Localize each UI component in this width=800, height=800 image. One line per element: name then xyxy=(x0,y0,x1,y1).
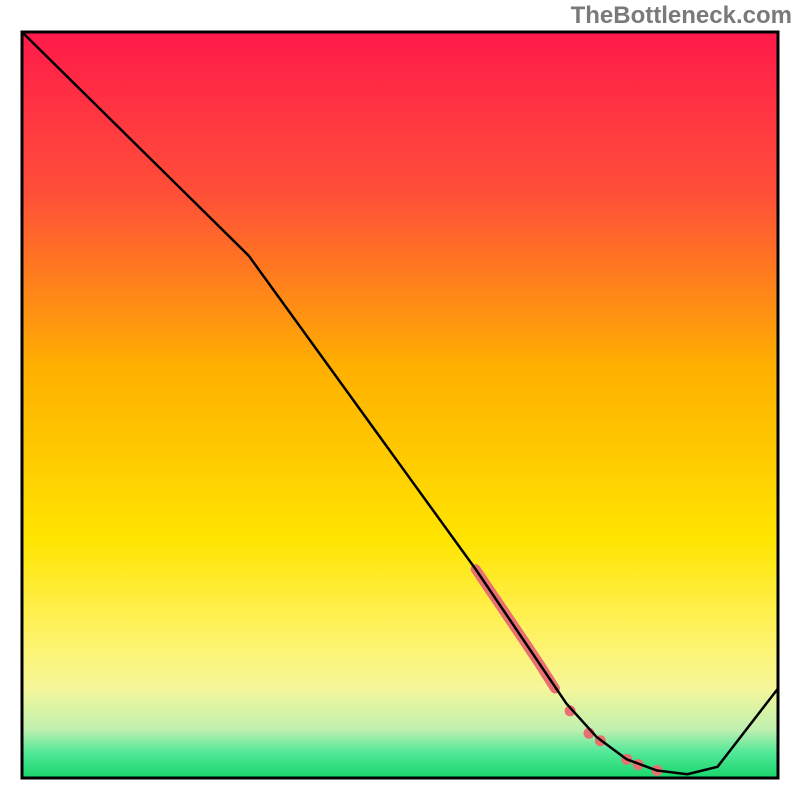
chart-container: TheBottleneck.com xyxy=(0,0,800,800)
watermark-text: TheBottleneck.com xyxy=(571,2,792,30)
bottleneck-chart xyxy=(0,0,800,800)
